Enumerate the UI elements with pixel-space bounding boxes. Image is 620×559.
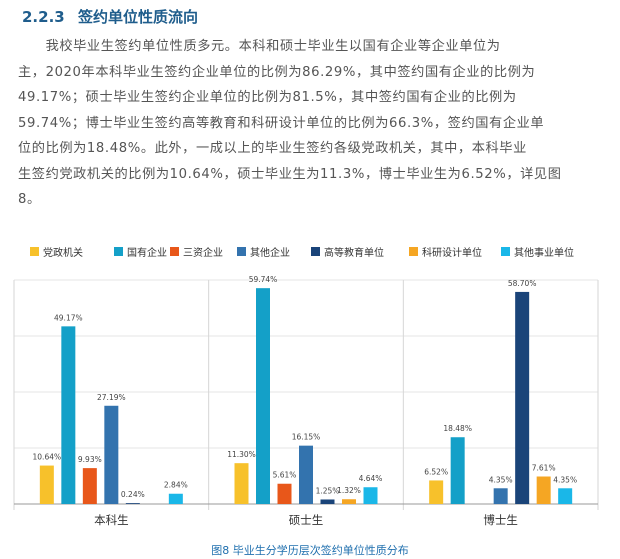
body-paragraph: 我校毕业生签约单位性质多元。本科和硕士毕业生以国有企业等企业单位为 主，2020… xyxy=(18,34,600,213)
paragraph-line: 49.17%；硕士毕业生签约企业单位的比例为81.5%，其中签约国有企业的比例为 xyxy=(18,90,517,105)
data-label: 7.61% xyxy=(532,464,556,473)
data-label: 11.30% xyxy=(227,450,256,459)
paragraph-line: 8。 xyxy=(18,192,41,207)
legend-label: 科研设计单位 xyxy=(422,248,482,259)
data-label: 10.64% xyxy=(33,453,62,462)
bar xyxy=(168,493,183,504)
data-label: 49.17% xyxy=(54,313,83,322)
legend-swatch xyxy=(311,247,320,256)
paragraph-line: 主，2020年本科毕业生签约企业单位的比例为86.29%，其中签约国有企业的比例… xyxy=(18,64,536,80)
bar xyxy=(320,499,335,504)
data-label: 58.70% xyxy=(508,279,537,288)
data-label: 1.32% xyxy=(337,486,361,495)
data-label: 6.52% xyxy=(424,467,448,476)
paragraph-line: 位的比例为18.48%。此外，一成以上的毕业生签约各级党政机关，其中，本科毕业 xyxy=(18,141,527,156)
legend-swatch xyxy=(409,247,418,256)
legend-item: 其他企业 xyxy=(237,244,290,259)
legend-swatch xyxy=(114,247,123,256)
bar xyxy=(234,463,249,504)
data-label: 9.93% xyxy=(78,455,102,464)
legend-swatch xyxy=(237,247,246,256)
bar xyxy=(342,499,356,504)
bar xyxy=(39,465,54,504)
bar xyxy=(558,488,573,504)
figure-caption: 图8 毕业生分学历层次签约单位性质分布 xyxy=(211,544,409,557)
legend-item: 高等教育单位 xyxy=(311,244,384,259)
section-title: 签约单位性质流向 xyxy=(77,8,198,26)
data-label: 2.84% xyxy=(164,481,188,490)
legend-swatch xyxy=(501,247,510,256)
data-label: 4.35% xyxy=(489,475,513,484)
bar xyxy=(256,288,270,504)
legend-item: 其他事业单位 xyxy=(501,244,574,259)
bar xyxy=(277,483,292,504)
data-label: 18.48% xyxy=(443,424,472,433)
legend-swatch xyxy=(170,247,179,256)
paragraph-line: 我校毕业生签约单位性质多元。本科和硕士毕业生以国有企业等企业单位为 xyxy=(18,39,501,54)
section-heading: 2.2.3 签约单位性质流向 xyxy=(22,6,198,27)
category-label: 硕士生 xyxy=(289,513,324,527)
data-label: 4.35% xyxy=(553,475,577,484)
bar xyxy=(536,476,551,504)
section-number: 2.2.3 xyxy=(22,8,65,26)
data-label: 16.15% xyxy=(292,433,321,442)
bar xyxy=(493,488,508,504)
bar xyxy=(515,291,530,504)
category-label: 博士生 xyxy=(483,513,518,527)
legend-item: 党政机关 xyxy=(30,244,83,259)
data-label: 27.19% xyxy=(97,393,126,402)
legend-label: 其他事业单位 xyxy=(514,248,574,259)
legend-swatch xyxy=(30,247,39,256)
bar xyxy=(104,405,119,504)
bar xyxy=(125,503,140,504)
bar xyxy=(61,326,76,504)
legend-label: 党政机关 xyxy=(43,248,83,259)
bar xyxy=(429,480,444,504)
legend-item: 国有企业 xyxy=(114,244,167,259)
paragraph-line: 59.74%；博士毕业生签约高等教育和科研设计单位的比例为66.3%，签约国有企… xyxy=(18,115,545,131)
bar xyxy=(450,437,465,504)
data-label: 5.61% xyxy=(273,471,297,480)
legend-label: 其他企业 xyxy=(250,248,290,259)
paragraph-line: 生签约党政机关的比例为10.64%，硕士毕业生为11.3%，博士毕业生为6.52… xyxy=(18,166,562,182)
legend-item: 科研设计单位 xyxy=(409,244,482,259)
legend-label: 三资企业 xyxy=(183,248,223,259)
data-label: 4.64% xyxy=(359,474,383,483)
bar-chart: 10.64% 49.17% 9.93% 27.19% 0.24% 2.84% 本科生 11.3… xyxy=(13,275,599,527)
category-label: 本科生 xyxy=(94,513,129,527)
data-label: 1.25% xyxy=(316,486,340,495)
bar xyxy=(299,445,313,504)
legend-item: 三资企业 xyxy=(170,244,223,259)
data-label: 0.24% xyxy=(121,490,145,499)
legend-label: 国有企业 xyxy=(127,248,167,259)
bar xyxy=(82,468,97,504)
legend-label: 高等教育单位 xyxy=(324,248,384,259)
bar xyxy=(363,487,378,504)
data-label: 59.74% xyxy=(249,275,278,284)
